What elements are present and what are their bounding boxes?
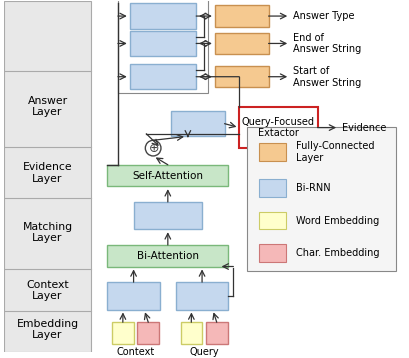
Text: Evidence: Evidence (341, 122, 385, 132)
Text: End of
Answer String: End of Answer String (292, 33, 360, 54)
Bar (133, 202, 202, 229)
Bar (107, 245, 228, 266)
Text: Context
Layer: Context Layer (26, 280, 69, 301)
Bar (205, 322, 227, 344)
Bar (129, 3, 196, 29)
Bar (258, 212, 285, 229)
Text: Matching
Layer: Matching Layer (22, 222, 72, 243)
Bar (175, 282, 228, 310)
Text: Answer Type: Answer Type (292, 11, 354, 21)
Text: Context: Context (116, 347, 154, 357)
Text: Start of
Answer String: Start of Answer String (292, 66, 360, 87)
Bar (214, 5, 268, 27)
Text: Answer
Layer: Answer Layer (27, 96, 67, 117)
Bar (129, 31, 196, 56)
Bar (137, 322, 159, 344)
Text: Query-Focused
Extactor: Query-Focused Extactor (241, 117, 314, 139)
Bar (129, 64, 196, 90)
Bar (239, 107, 317, 148)
Bar (247, 127, 395, 271)
Bar (180, 322, 202, 344)
Text: Char. Embedding: Char. Embedding (295, 248, 379, 258)
Bar (258, 244, 285, 262)
Bar (118, 0, 207, 93)
Text: $\oplus$: $\oplus$ (147, 142, 158, 155)
Text: Self-Attention: Self-Attention (132, 170, 203, 180)
Text: Word Embedding: Word Embedding (295, 216, 378, 226)
Bar (107, 165, 228, 186)
Bar (214, 33, 268, 54)
Bar (107, 282, 160, 310)
Bar (4, 1, 90, 352)
Text: Bi-Attention: Bi-Attention (137, 251, 198, 261)
Text: Evidence
Layer: Evidence Layer (22, 162, 72, 184)
Text: Fully-Connected
Layer: Fully-Connected Layer (295, 141, 373, 163)
Bar (258, 179, 285, 197)
Bar (170, 111, 224, 136)
Text: Query: Query (189, 347, 218, 357)
Text: Embedding
Layer: Embedding Layer (16, 319, 79, 340)
Text: Bi-RNN: Bi-RNN (295, 183, 330, 193)
Bar (258, 143, 285, 161)
Bar (112, 322, 133, 344)
Bar (214, 66, 268, 87)
